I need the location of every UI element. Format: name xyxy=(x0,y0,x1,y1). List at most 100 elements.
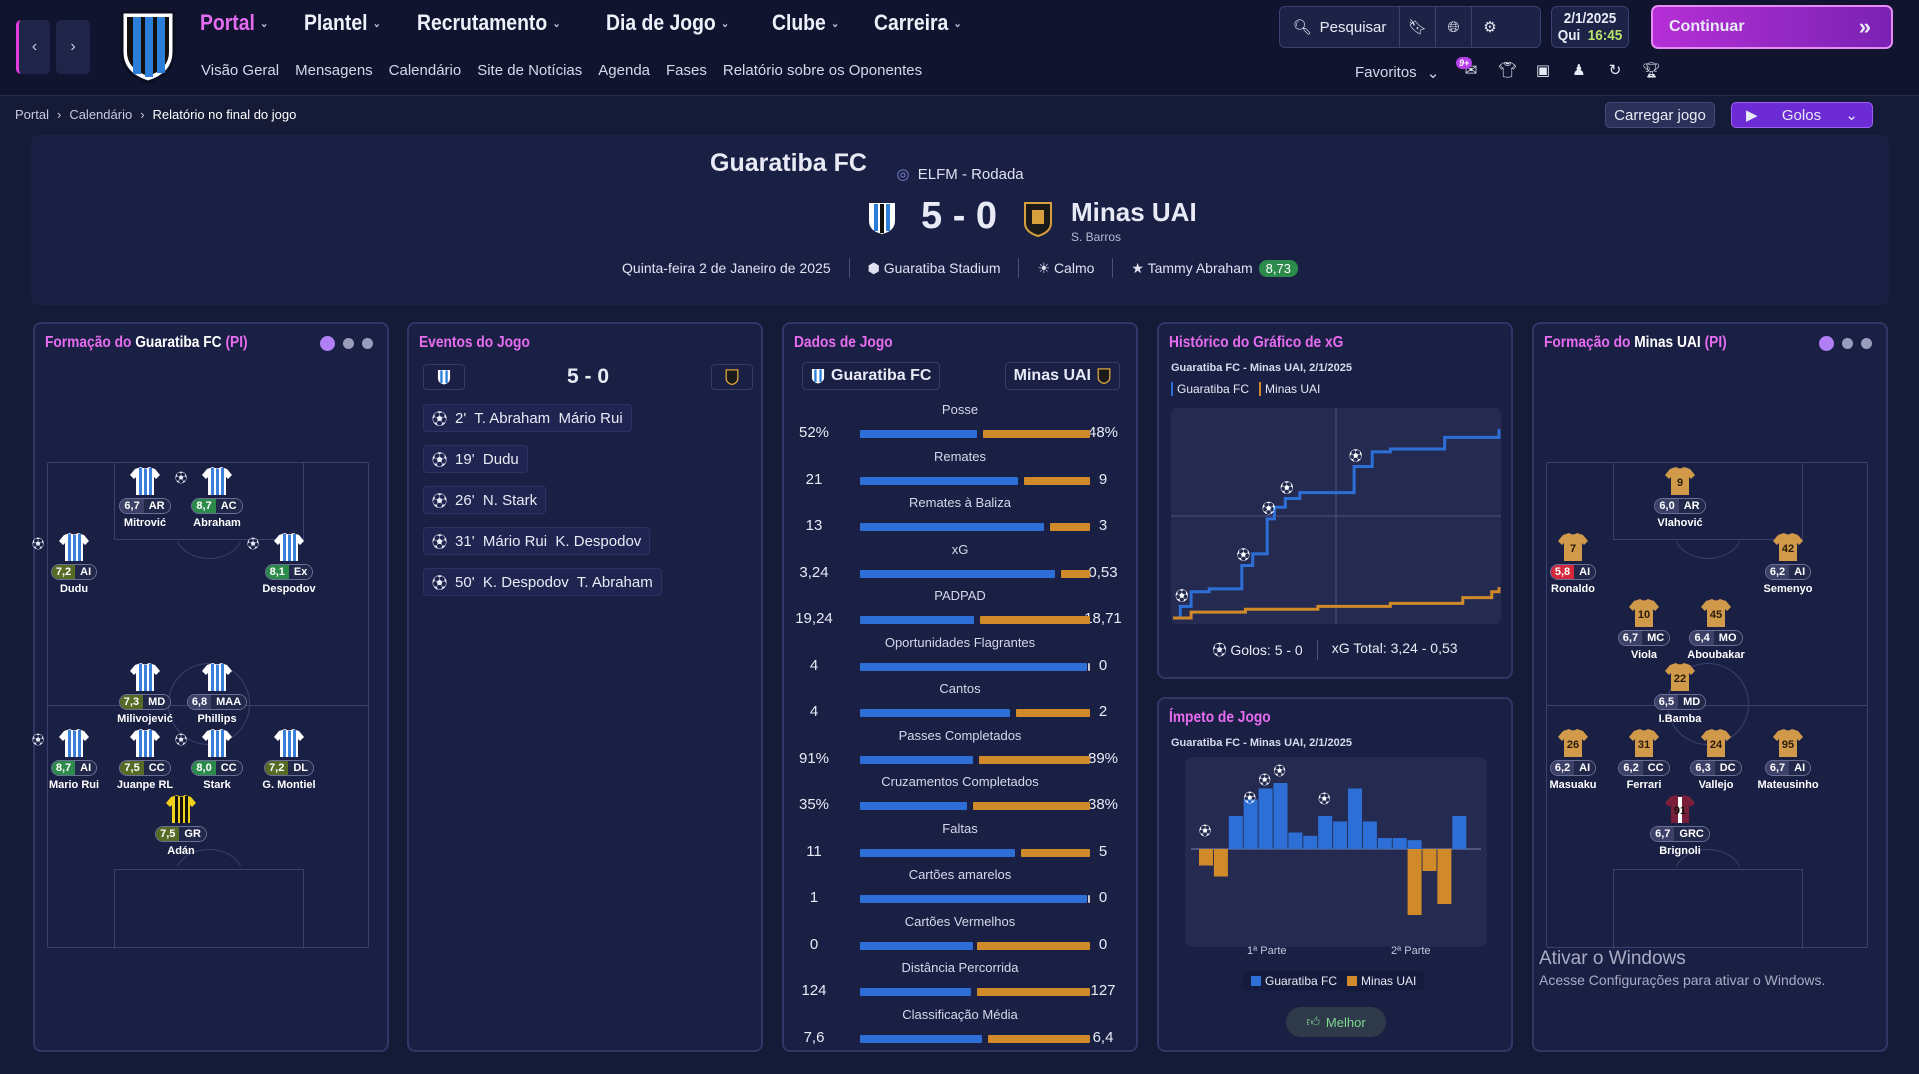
home-crest-icon xyxy=(437,370,451,385)
man-of-the-match[interactable]: Tammy Abraham xyxy=(1147,259,1253,276)
player-adan[interactable]: 7,5 GR Adán xyxy=(141,793,221,857)
event-goal[interactable]: ⚽︎ 50' K. Despodov T. Abraham xyxy=(423,568,662,596)
continue-button[interactable]: Continuar » xyxy=(1651,5,1893,49)
menu-clube[interactable]: Clube ⌄ xyxy=(771,10,840,35)
settings-button[interactable]: ⚙ xyxy=(1472,7,1508,47)
submenu-agenda[interactable]: Agenda xyxy=(598,62,650,79)
stat-label: Remates xyxy=(933,448,987,464)
player-vallejo[interactable]: 24 6,3 DC Vallejo xyxy=(1676,727,1756,791)
menu-dia-de-jogo[interactable]: Dia de Jogo ⌄ xyxy=(606,10,730,35)
player-milivojevic[interactable]: 7,3 MD Milivojević xyxy=(105,661,185,725)
best-button[interactable]: 👍︎ Melhor xyxy=(1286,1007,1386,1037)
player-despodov[interactable]: ⚽︎ 8,1 Ex Despodov xyxy=(247,531,329,595)
home-team-name[interactable]: Guaratiba FC xyxy=(710,149,867,177)
stats-home-team[interactable]: Guaratiba FC xyxy=(802,362,941,390)
player-viola[interactable]: 10 6,7 MC Viola xyxy=(1604,597,1684,661)
chevron-down-icon: ⌄ xyxy=(372,17,381,30)
player-phillips[interactable]: 6,8 MAA Phillips xyxy=(177,661,257,725)
submenu-relatorio-sobre-os-oponentes[interactable]: Relatório sobre os Oponentes xyxy=(722,62,923,79)
search-button[interactable]: 🔍︎ Pesquisar xyxy=(1280,7,1400,47)
submenu-calendario[interactable]: Calendário xyxy=(388,62,462,79)
bookmark-button[interactable]: 🔖︎ xyxy=(1400,7,1436,47)
event-goal[interactable]: ⚽︎ 31' Mário Rui K. Despodov xyxy=(423,527,651,555)
ball-icon: ⚽︎ xyxy=(432,451,448,469)
chevron-down-icon: ⌄ xyxy=(552,17,561,30)
stat-label: Oportunidades Flagrantes xyxy=(884,634,1036,650)
goal-ball-icon: ⚽︎ xyxy=(32,733,45,747)
menu-plantel[interactable]: Plantel ⌄ xyxy=(303,10,381,35)
player-masuaku[interactable]: 26 6,2 AI Masuaku xyxy=(1533,727,1613,791)
player-stark[interactable]: ⚽︎ 8,0 CC Stark xyxy=(175,727,257,791)
player-abraham[interactable]: ⚽︎ 8,7 AC Abraham xyxy=(175,465,257,529)
stat-home-value: 4 xyxy=(809,656,819,674)
load-game-button[interactable]: Carregar jogo xyxy=(1605,102,1715,128)
tactics-icon[interactable]: ▣ xyxy=(1535,62,1551,79)
player-brignoli[interactable]: 91 6,7 GRC Brignoli xyxy=(1640,793,1720,857)
messages-icon[interactable]: ✉ 9+ xyxy=(1456,57,1480,79)
player-name: Aboubakar xyxy=(1687,649,1745,661)
player-dudu[interactable]: ⚽︎ 7,2 AI Dudu xyxy=(32,531,114,595)
menu-carreira[interactable]: Carreira ⌄ xyxy=(874,10,962,35)
stat-away-value: 0 xyxy=(1098,656,1108,674)
momentum-goal-marker: ⚽︎ xyxy=(1318,791,1330,806)
player-name: Stark xyxy=(203,779,231,791)
shirt-icon[interactable]: 👕︎ xyxy=(1498,62,1518,79)
forward-button[interactable]: › xyxy=(56,20,90,74)
stadium-name[interactable]: Guaratiba Stadium xyxy=(883,259,1001,276)
event-goal[interactable]: ⚽︎ 26' N. Stark xyxy=(423,486,547,514)
player-rating: 6,2 xyxy=(1765,565,1790,579)
event-goal[interactable]: ⚽︎ 2' T. Abraham Mário Rui xyxy=(423,404,632,432)
player-rating: 6,7 xyxy=(1765,761,1790,775)
competition-name[interactable]: ELFM - Rodada xyxy=(917,166,1024,183)
ball-icon: ⚽︎ xyxy=(432,410,448,428)
menu-portal[interactable]: Portal ⌄ xyxy=(200,10,269,35)
events-title: Eventos do Jogo xyxy=(419,334,530,351)
breadcrumb-calendar[interactable]: Calendário xyxy=(69,107,133,122)
stat-away-bar xyxy=(973,802,1090,810)
shirt-icon xyxy=(129,661,161,693)
menu-recrutamento[interactable]: Recrutamento ⌄ xyxy=(416,10,561,35)
player-ronaldo[interactable]: 7 5,8 AI Ronaldo xyxy=(1533,531,1613,595)
event-goal[interactable]: ⚽︎ 19' Dudu xyxy=(423,445,528,473)
player-mario-rui[interactable]: ⚽︎ 8,7 AI Mario Rui xyxy=(32,727,114,791)
player-mitrovic[interactable]: 6,7 AR Mitrović xyxy=(105,465,185,529)
submenu-mensagens[interactable]: Mensagens xyxy=(295,62,373,79)
xg-chart: ⚽︎ ⚽︎ ⚽︎ ⚽︎ ⚽︎ xyxy=(1171,408,1501,624)
globe-button[interactable]: 🌐︎ xyxy=(1436,7,1472,47)
player-aboubakar[interactable]: 45 6,4 MO Aboubakar xyxy=(1676,597,1756,661)
player-vlahovic[interactable]: 9 6,0 AR Vlahović xyxy=(1640,465,1720,529)
submenu-visao-geral[interactable]: Visão Geral xyxy=(201,62,280,79)
player-i-bamba[interactable]: 22 6,5 MD I.Bamba xyxy=(1640,661,1720,725)
breadcrumb-portal[interactable]: Portal xyxy=(15,107,49,122)
home-crest-icon xyxy=(811,369,825,384)
panel-pager[interactable] xyxy=(1819,336,1872,351)
svg-text:91: 91 xyxy=(1674,805,1686,817)
match-stats-panel: Dados de Jogo Guaratiba FC Minas UAI Pos… xyxy=(782,322,1138,1052)
player-semenyo[interactable]: 42 6,2 AI Semenyo xyxy=(1748,531,1828,595)
away-team-name[interactable]: Minas UAI xyxy=(1071,197,1197,227)
goal-ball-icon: ⚽︎ xyxy=(32,537,45,551)
away-coach[interactable]: S. Barros xyxy=(1071,230,1122,244)
club-crest-icon[interactable] xyxy=(118,8,178,84)
xg-title: Histórico do Gráfico de xG xyxy=(1169,334,1344,351)
trophy-icon[interactable]: 🏆︎ xyxy=(1642,62,1662,79)
player-name: G. Montiel xyxy=(262,779,316,791)
submenu-site-de-noticias[interactable]: Site de Notícias xyxy=(477,62,583,79)
shirt-icon xyxy=(58,531,90,563)
staff-icon[interactable]: ♟ xyxy=(1572,62,1586,79)
first-half-label: 1ª Parte xyxy=(1247,945,1287,957)
player-juanpe-rl[interactable]: 7,5 CC Juanpe RL xyxy=(105,727,185,791)
stats-away-team[interactable]: Minas UAI xyxy=(1004,362,1120,390)
panel-pager[interactable] xyxy=(320,336,373,351)
shirt-icon: 91 xyxy=(1664,793,1696,825)
back-button[interactable]: ‹ xyxy=(16,20,50,74)
player-ferrari[interactable]: 31 6,2 CC Ferrari xyxy=(1604,727,1684,791)
stat-passes-completados: Passes Completados 91% 89% xyxy=(794,728,1126,774)
highlights-dropdown[interactable]: ▶ Golos ⌄ xyxy=(1731,102,1873,128)
shirt-icon: 95 xyxy=(1772,727,1804,759)
refresh-icon[interactable]: ↻ xyxy=(1608,62,1622,79)
favorites-dropdown[interactable]: Favoritos ⌄ xyxy=(1355,64,1440,82)
submenu-fases[interactable]: Fases xyxy=(666,62,707,79)
player-g-montiel[interactable]: 7,2 DL G. Montiel xyxy=(249,727,329,791)
player-mateusinho[interactable]: 95 6,7 AI Mateusinho xyxy=(1748,727,1828,791)
